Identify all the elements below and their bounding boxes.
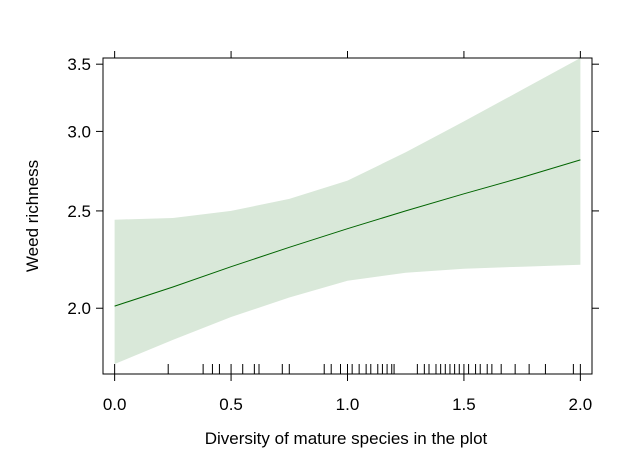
fitted-line [114, 159, 581, 307]
y-tick-label: 3.5 [67, 55, 91, 74]
y-axis-title: Weed richness [23, 160, 42, 272]
plot-area: 0.0 0.5 1.0 1.5 2.0 2.0 2.5 3.0 3.5 [67, 51, 599, 414]
x-tick-label: 2.0 [569, 395, 593, 414]
x-axis-title: Diversity of mature species in the plot [205, 429, 488, 448]
x-tick-label: 0.5 [219, 395, 243, 414]
y-tick-label: 2.0 [67, 299, 91, 318]
x-tick-label: 1.5 [452, 395, 476, 414]
x-tick-label: 1.0 [336, 395, 360, 414]
y-tick-label: 3.0 [67, 122, 91, 141]
y-tick-label: 2.5 [67, 202, 91, 221]
x-tick-label: 0.0 [103, 395, 127, 414]
confidence-band [114, 58, 581, 364]
